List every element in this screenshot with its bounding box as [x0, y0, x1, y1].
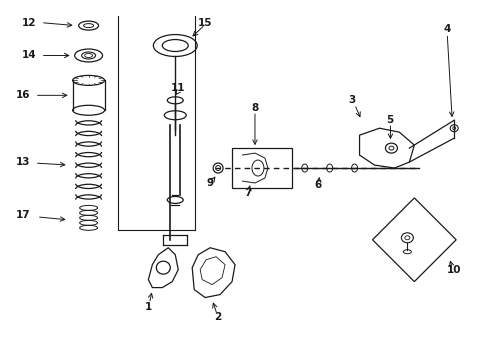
Text: 11: 11	[171, 84, 186, 93]
Text: 15: 15	[198, 18, 212, 28]
Text: 9: 9	[207, 178, 214, 188]
Text: 3: 3	[348, 95, 355, 105]
Text: 13: 13	[16, 157, 30, 167]
Text: 2: 2	[215, 312, 222, 323]
Text: 12: 12	[22, 18, 36, 28]
Text: 8: 8	[251, 103, 259, 113]
Text: 4: 4	[443, 24, 451, 33]
Text: 7: 7	[245, 188, 252, 198]
Text: 5: 5	[386, 115, 393, 125]
Text: 17: 17	[16, 210, 30, 220]
Text: 6: 6	[314, 180, 321, 190]
Text: 16: 16	[16, 90, 30, 100]
Text: 10: 10	[447, 265, 462, 275]
Text: 1: 1	[145, 302, 152, 311]
Text: 14: 14	[22, 50, 36, 60]
